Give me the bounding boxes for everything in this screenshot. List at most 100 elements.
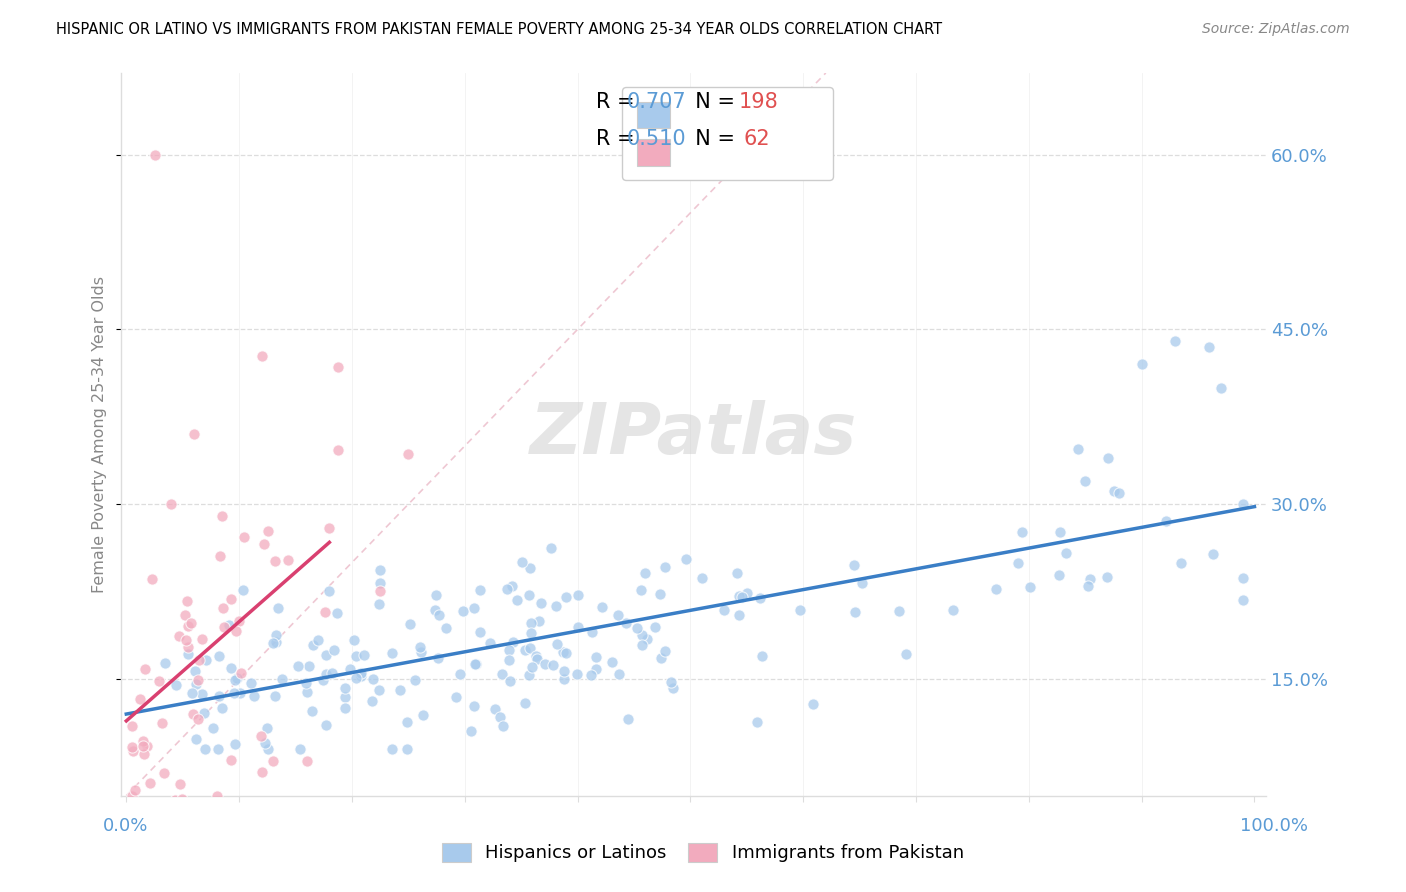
Point	[135, 739, 157, 753]
Point	[176, 594, 198, 608]
Point	[318, 583, 340, 598]
Point	[211, 701, 233, 715]
Point	[735, 586, 758, 600]
Point	[648, 587, 671, 601]
Point	[211, 508, 233, 523]
Point	[257, 742, 280, 756]
Point	[591, 599, 613, 614]
Point	[333, 681, 356, 695]
Point	[427, 651, 450, 665]
Point	[264, 628, 287, 642]
Point	[1209, 381, 1232, 395]
Point	[191, 687, 214, 701]
Point	[307, 633, 329, 648]
Point	[132, 739, 155, 754]
Point	[132, 747, 155, 762]
Point	[121, 719, 143, 733]
Point	[553, 672, 575, 686]
Point	[894, 647, 917, 661]
Point	[567, 588, 589, 602]
Point	[468, 582, 491, 597]
Point	[506, 593, 529, 607]
Point	[350, 669, 373, 683]
Point	[194, 653, 217, 667]
Text: R =: R =	[596, 129, 641, 149]
Point	[463, 699, 485, 714]
Text: 0.510: 0.510	[627, 129, 686, 149]
Point	[263, 554, 285, 568]
Point	[262, 754, 284, 768]
Point	[218, 617, 240, 632]
Point	[243, 690, 266, 704]
Point	[489, 709, 512, 723]
Point	[225, 624, 247, 638]
Point	[207, 689, 229, 703]
Point	[513, 642, 536, 657]
Point	[1097, 450, 1119, 465]
Point	[449, 667, 471, 681]
Point	[287, 659, 309, 673]
Point	[526, 648, 548, 663]
Point	[205, 789, 228, 803]
Point	[326, 359, 349, 374]
Point	[177, 640, 200, 654]
Text: N =: N =	[682, 93, 741, 112]
Point	[617, 712, 640, 726]
Point	[256, 722, 278, 736]
Point	[312, 673, 335, 687]
Point	[181, 706, 204, 721]
Point	[367, 682, 389, 697]
Point	[339, 662, 361, 676]
Point	[1067, 442, 1090, 456]
Point	[368, 575, 391, 590]
Point	[554, 646, 576, 660]
Point	[121, 800, 143, 814]
Point	[399, 616, 422, 631]
Point	[460, 724, 482, 739]
Point	[546, 637, 568, 651]
Point	[177, 619, 200, 633]
Point	[361, 672, 384, 686]
Point	[616, 615, 638, 630]
Point	[396, 742, 419, 756]
Point	[256, 524, 278, 538]
Point	[942, 603, 965, 617]
Point	[321, 665, 343, 680]
Point	[314, 605, 336, 619]
Text: ZIPatlas: ZIPatlas	[530, 400, 856, 469]
Point	[654, 560, 676, 574]
Point	[1049, 525, 1071, 540]
Point	[803, 697, 825, 711]
Point	[502, 635, 524, 649]
Point	[731, 590, 754, 604]
Point	[634, 566, 657, 580]
Text: N =: N =	[682, 129, 741, 149]
Point	[844, 606, 866, 620]
Point	[396, 447, 419, 461]
Point	[464, 657, 486, 671]
Y-axis label: Female Poverty Among 25-34 Year Olds: Female Poverty Among 25-34 Year Olds	[93, 276, 107, 593]
Point	[395, 714, 418, 729]
Point	[250, 765, 273, 780]
Point	[495, 582, 517, 596]
Point	[187, 673, 209, 687]
Point	[221, 591, 243, 606]
Point	[728, 589, 751, 603]
Point	[228, 614, 250, 628]
Point	[224, 737, 246, 751]
Point	[498, 653, 520, 667]
Point	[887, 604, 910, 618]
Point	[626, 621, 648, 635]
Point	[425, 588, 447, 602]
Point	[381, 646, 404, 660]
Point	[434, 621, 457, 635]
Point	[262, 636, 284, 650]
Point	[529, 614, 551, 628]
Point	[389, 683, 412, 698]
Point	[228, 686, 250, 700]
Point	[186, 732, 208, 747]
Text: 0.0%: 0.0%	[103, 817, 148, 835]
Text: HISPANIC OR LATINO VS IMMIGRANTS FROM PAKISTAN FEMALE POVERTY AMONG 25-34 YEAR O: HISPANIC OR LATINO VS IMMIGRANTS FROM PA…	[56, 22, 942, 37]
Point	[631, 639, 654, 653]
Point	[1007, 556, 1029, 570]
